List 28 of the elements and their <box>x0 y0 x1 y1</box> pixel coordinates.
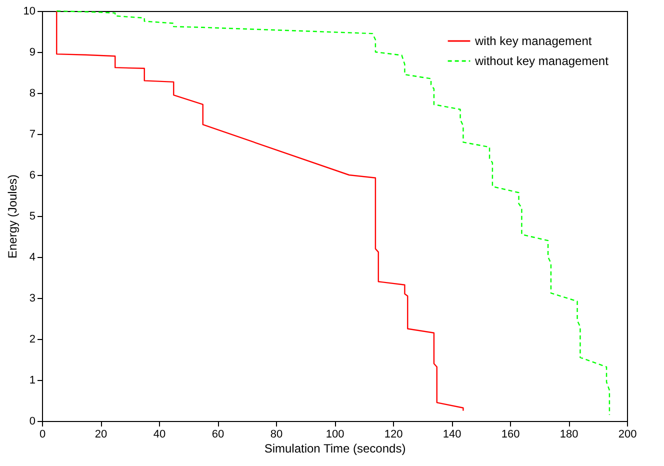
y-tick-label: 6 <box>29 170 36 182</box>
legend-label: with key management <box>474 34 592 48</box>
y-tick-label: 2 <box>29 334 36 346</box>
x-tick-label: 20 <box>94 428 108 440</box>
y-axis-title: Energy (Joules) <box>5 174 20 259</box>
y-tick-label: 3 <box>29 292 36 304</box>
y-tick-label: 9 <box>29 46 36 58</box>
x-tick-label: 40 <box>153 428 166 440</box>
y-tick-label: 4 <box>29 252 36 264</box>
line-series <box>56 10 610 416</box>
legend-label: without key management <box>474 54 610 68</box>
x-tick-label: 200 <box>618 428 637 440</box>
y-tick-label: 0 <box>29 416 36 428</box>
y-tick-label: 10 <box>23 6 36 18</box>
x-axis-title: Simulation Time (seconds) <box>264 442 406 456</box>
x-tick-label: 100 <box>326 428 344 440</box>
line-series <box>56 10 464 412</box>
y-tick-label: 7 <box>29 128 36 140</box>
x-tick-label: 140 <box>442 428 462 440</box>
y-tick-label: 5 <box>29 210 36 222</box>
y-tick-label: 1 <box>29 374 36 386</box>
x-tick-label: 120 <box>384 428 403 440</box>
x-tick-label: 0 <box>39 428 46 440</box>
x-tick-label: 80 <box>270 428 283 440</box>
x-tick-label: 160 <box>501 428 520 440</box>
y-tick-label: 8 <box>29 88 36 100</box>
x-tick-label: 180 <box>560 428 578 440</box>
x-tick-label: 60 <box>212 428 224 440</box>
